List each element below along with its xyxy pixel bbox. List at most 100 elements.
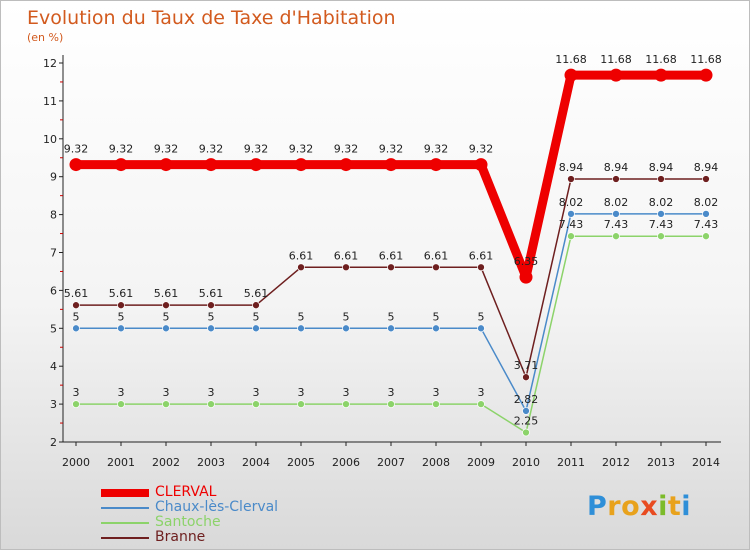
data-point: [567, 175, 575, 183]
data-label: 7.43: [559, 218, 584, 231]
series-line-0: [71, 70, 711, 282]
legend-label-branne: Branne: [155, 529, 206, 545]
data-label: 5.61: [244, 287, 269, 300]
data-label: 9.32: [64, 143, 89, 156]
x-tick-label: 2010: [512, 456, 540, 469]
data-point: [162, 400, 170, 408]
logo-letter: r: [607, 491, 622, 522]
x-tick-label: 2006: [332, 456, 360, 469]
data-label: 5: [298, 310, 305, 323]
x-tick-label: 2007: [377, 456, 405, 469]
data-point: [702, 175, 710, 183]
legend-label-santoche: Santoche: [155, 514, 221, 530]
data-label: 3: [343, 386, 350, 399]
legend-item-clerval: CLERVAL: [101, 484, 361, 500]
data-label: 9.32: [109, 143, 134, 156]
data-label: 5: [208, 310, 215, 323]
data-label: 5.61: [199, 287, 224, 300]
data-point: [612, 209, 620, 218]
data-label: 5.61: [154, 287, 179, 300]
data-label: 9.32: [424, 143, 449, 156]
x-tick-label: 2008: [422, 456, 450, 469]
legend-item-santoche: Santoche: [101, 514, 361, 530]
data-label: 5: [253, 310, 260, 323]
data-label: 11.68: [645, 53, 677, 66]
data-point: [522, 407, 530, 415]
data-point: [699, 68, 713, 82]
data-point: [477, 400, 485, 408]
proxiti-logo: Proxiti: [587, 491, 691, 522]
data-point: [204, 158, 218, 172]
data-label: 11.68: [690, 53, 722, 66]
data-label: 6.61: [334, 249, 359, 262]
data-point: [657, 209, 665, 218]
data-label: 6.61: [469, 249, 494, 262]
legend-swatch-clerval: [101, 489, 149, 497]
data-point: [477, 324, 485, 333]
data-point: [162, 301, 170, 310]
data-label: 5: [343, 310, 350, 323]
data-label: 9.32: [244, 143, 269, 156]
data-point: [432, 263, 440, 272]
legend-label-chaux: Chaux-lès-Clerval: [155, 499, 279, 515]
y-tick-label: 11: [43, 95, 57, 108]
data-label: 9.32: [154, 143, 179, 156]
data-label: 6.61: [424, 249, 449, 262]
data-point: [522, 373, 530, 382]
data-label: 7.43: [649, 218, 674, 231]
data-point: [72, 301, 80, 310]
x-tick-label: 2002: [152, 456, 180, 469]
data-label: 5: [478, 310, 485, 323]
data-label: 3.71: [514, 359, 539, 372]
data-point: [432, 324, 440, 333]
data-point: [207, 301, 215, 310]
x-tick-label: 2011: [557, 456, 585, 469]
data-label: 3: [253, 386, 260, 399]
data-point: [474, 158, 488, 172]
data-point: [117, 324, 125, 333]
data-point: [339, 158, 353, 172]
data-label: 8.02: [694, 196, 719, 209]
data-point: [522, 428, 530, 437]
data-label: 6.61: [379, 249, 404, 262]
data-label: 5: [73, 310, 80, 323]
data-label: 5: [388, 310, 395, 323]
chart-subtitle: (en %): [27, 31, 64, 44]
data-point: [297, 324, 305, 333]
data-label: 8.02: [649, 196, 674, 209]
x-tick-label: 2014: [692, 456, 720, 469]
data-label: 11.68: [555, 53, 587, 66]
x-tick-label: 2005: [287, 456, 315, 469]
data-label: 3: [118, 386, 125, 399]
data-label: 5.61: [64, 287, 89, 300]
data-label: 9.32: [469, 143, 494, 156]
data-label: 3: [388, 386, 395, 399]
data-label: 3: [433, 386, 440, 399]
data-point: [702, 232, 710, 241]
data-point: [609, 68, 623, 82]
data-label: 2.82: [514, 393, 539, 406]
data-label: 9.32: [199, 143, 224, 156]
data-point: [159, 158, 173, 172]
data-point: [72, 400, 80, 408]
data-point: [297, 400, 305, 408]
data-label: 9.32: [379, 143, 404, 156]
data-point: [342, 263, 350, 272]
legend-swatch-santoche: [101, 522, 149, 524]
data-point: [207, 324, 215, 333]
data-point: [294, 158, 308, 172]
legend: CLERVAL Chaux-lès-Clerval Santoche Brann…: [101, 484, 361, 545]
y-tick-label: 3: [50, 398, 57, 411]
x-tick-label: 2001: [107, 456, 135, 469]
y-tick-label: 7: [50, 247, 57, 260]
data-label: 9.32: [289, 143, 314, 156]
data-label: 3: [208, 386, 215, 399]
data-point: [117, 400, 125, 408]
data-point: [477, 263, 485, 272]
data-point: [342, 324, 350, 333]
data-point: [114, 158, 128, 172]
data-label: 11.68: [600, 53, 632, 66]
data-point: [654, 68, 668, 82]
y-tick-label: 12: [43, 57, 57, 70]
